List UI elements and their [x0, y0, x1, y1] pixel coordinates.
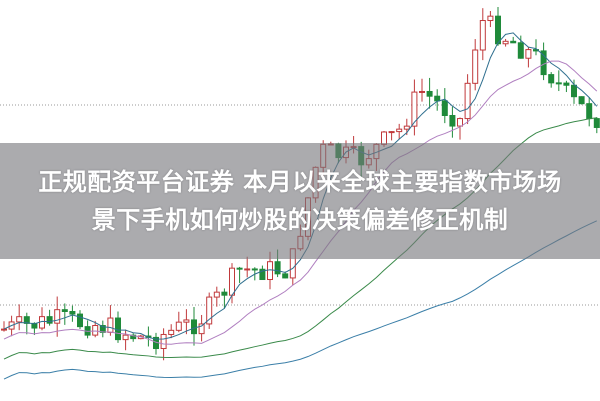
candle-body [229, 267, 235, 296]
candle-body [525, 49, 532, 59]
candle-body [61, 309, 68, 312]
candle-body [540, 50, 547, 76]
candle-body [282, 273, 289, 279]
candle-body [46, 316, 53, 324]
candle-body [479, 20, 486, 51]
candle-body [206, 296, 213, 325]
candle-body [464, 82, 471, 120]
candle-body [267, 261, 273, 281]
headline-line-1: 正规配资平台证券 本月以来全球主要指数市场场 [38, 168, 562, 196]
candle-body [274, 261, 281, 275]
candle-body [548, 74, 555, 84]
candle-body [502, 40, 509, 45]
candle-body [586, 103, 593, 120]
candle-body [16, 316, 23, 323]
candle-body [115, 317, 121, 341]
candle-body [168, 329, 175, 335]
headline-banner: 正规配资平台证券 本月以来全球主要指数市场场 景下手机如何炒股的决策偏差修正机制 [0, 143, 600, 259]
candle-body [1, 328, 7, 331]
candle-body [388, 131, 395, 134]
candle-body [183, 319, 190, 323]
candle-body [191, 319, 197, 335]
candle-body [92, 325, 99, 336]
candle-body [403, 125, 410, 130]
candle-body [236, 267, 243, 270]
candle-body [472, 49, 479, 84]
candle-body [130, 334, 137, 340]
candle-body [175, 321, 182, 331]
ma-longest-line [3, 220, 598, 380]
candle-body [487, 15, 494, 22]
candle-body [449, 114, 456, 127]
candle-body [107, 317, 114, 333]
candle-body [411, 91, 418, 127]
candle-body [221, 291, 228, 296]
headline-line-2: 景下手机如何炒股的决策偏差修正机制 [91, 206, 509, 234]
candle-body [251, 268, 258, 271]
candle-body [434, 95, 441, 102]
candle-body [441, 100, 448, 116]
candle-body [510, 40, 517, 44]
candle-body [571, 84, 577, 98]
candle-body [495, 15, 501, 45]
candle-body [426, 90, 433, 97]
candle-body [563, 82, 570, 86]
candle-body [198, 323, 205, 335]
candle-body [457, 118, 463, 127]
candle-body [213, 291, 220, 298]
ma-short-line [3, 32, 598, 340]
ma-mid-line [3, 60, 598, 345]
candle-body [160, 333, 167, 350]
candle-body [555, 82, 562, 85]
candle-body [259, 268, 266, 281]
candle-body [244, 268, 251, 271]
candle-body [593, 118, 600, 128]
candle-body [419, 90, 425, 93]
candle-body [122, 334, 129, 341]
candle-body [578, 96, 585, 105]
candle-body [54, 309, 61, 324]
candle-body [396, 128, 403, 133]
candle-body [69, 310, 76, 315]
candle-body [517, 42, 524, 59]
candle-body [23, 316, 30, 324]
candle-body [77, 313, 83, 328]
